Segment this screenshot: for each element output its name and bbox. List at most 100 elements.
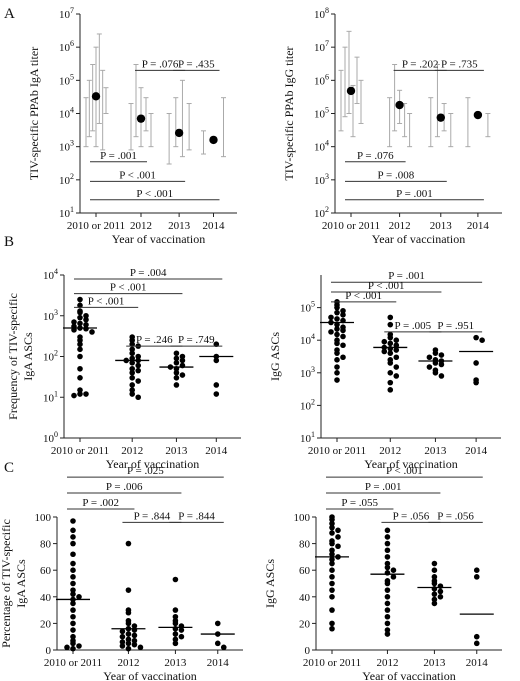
data-point (70, 527, 76, 534)
comparison-p-value: P = .005 (395, 320, 432, 332)
geo-mean-point (91, 92, 101, 101)
data-point (70, 591, 76, 597)
data-point (70, 613, 76, 620)
y-tick-base: 10 (314, 42, 326, 54)
comparison-p-value: P = .202 (402, 58, 439, 70)
y-tick-label: 102 (300, 397, 315, 412)
data-point (125, 636, 132, 643)
data-point (329, 580, 335, 587)
y-tick-label: 101 (59, 205, 74, 220)
data-point (119, 643, 126, 649)
comparison-p-value: P = .006 (106, 481, 143, 493)
data-point (329, 547, 335, 554)
data-point (172, 613, 179, 620)
y-tick-exponent: 4 (54, 267, 58, 276)
y-tick-base: 10 (300, 400, 312, 412)
geo-mean-point (209, 135, 218, 145)
y-tick-base: 10 (59, 175, 71, 187)
data-point (381, 348, 388, 355)
data-point (129, 365, 135, 372)
y-tick-label: 0 (305, 645, 311, 657)
y-tick-exponent: 1 (311, 430, 315, 439)
data-point (432, 370, 439, 376)
panel-letter-a: A (4, 6, 15, 22)
data-point (387, 314, 394, 321)
y-tick-exponent: 5 (311, 300, 315, 309)
y-tick-base: 10 (43, 270, 55, 282)
x-axis-label: Year of vaccination (103, 669, 196, 681)
y-axis-label: IgG ASCs (268, 332, 282, 381)
comparison-p-value: P = .002 (82, 497, 119, 509)
data-point (437, 594, 444, 600)
data-point (329, 607, 335, 613)
data-point (479, 337, 485, 344)
data-point (335, 534, 341, 540)
y-tick-label: 104 (300, 332, 315, 347)
x-axis-label: Year of vaccination (362, 669, 455, 681)
data-point (77, 302, 83, 309)
y-tick-base: 10 (59, 208, 71, 220)
data-point (129, 387, 135, 393)
y-tick-base: 10 (300, 303, 312, 315)
y-tick-base: 10 (314, 208, 326, 220)
x-axis-label: Year of vaccination (106, 457, 199, 471)
y-axis-label: Frequency of TIV-specific (6, 293, 20, 420)
data-point (387, 360, 394, 366)
data-point (77, 337, 83, 344)
data-point (70, 518, 76, 524)
y-tick-label: 102 (43, 349, 58, 364)
y-tick-base: 10 (43, 392, 55, 404)
comparison-p-value: P = .749 (178, 334, 215, 346)
x-tick-label: 2010 or 2011 (44, 657, 102, 669)
y-tick-exponent: 1 (54, 389, 58, 398)
x-tick-label: 2012 (389, 220, 411, 232)
data-point (390, 574, 397, 580)
data-point (77, 296, 83, 303)
data-point (473, 633, 480, 640)
data-point (173, 382, 180, 388)
y-tick-label: 80 (299, 539, 311, 551)
data-point (431, 567, 438, 573)
data-point (473, 360, 479, 366)
x-tick-label: 2013 (168, 220, 191, 232)
y-tick-base: 10 (59, 109, 71, 121)
y-tick-base: 10 (43, 311, 55, 323)
x-tick-label: 2010 or 2011 (51, 445, 109, 457)
data-point (214, 640, 221, 647)
data-point (129, 360, 135, 366)
data-point (329, 620, 335, 627)
x-tick-label: 2010 or 2011 (308, 445, 366, 457)
y-tick-label: 103 (43, 308, 58, 323)
data-point (77, 353, 83, 360)
y-tick-label: 103 (59, 139, 74, 154)
chart-5: 0 20 40 60 80 100 2010 or 2011 2012 2013 2014 Year… (0, 465, 243, 681)
data-point (393, 337, 400, 344)
data-point (135, 367, 141, 374)
data-point (384, 607, 391, 613)
y-tick-base: 10 (43, 352, 55, 364)
x-tick-label: 2014 (465, 445, 488, 457)
data-point (70, 567, 76, 573)
x-axis-label: Year of vaccination (372, 232, 465, 246)
data-point (129, 369, 135, 376)
y-tick-base: 10 (314, 9, 326, 21)
y-tick-label: 105 (59, 72, 74, 87)
data-point (426, 354, 433, 361)
y-tick-label: 103 (314, 172, 329, 187)
data-point (173, 350, 180, 357)
data-point (83, 312, 89, 319)
y-tick-label: 103 (300, 365, 315, 380)
y-axis-label: TIV-specific PPAb IgG titer (282, 46, 296, 180)
data-point (329, 556, 335, 563)
data-point (70, 600, 76, 607)
data-point (329, 587, 335, 593)
geo-mean-point (136, 114, 146, 123)
panel-letter-c: C (4, 460, 14, 476)
y-tick-exponent: 3 (325, 172, 329, 181)
data-point (89, 329, 95, 335)
data-point (129, 375, 135, 381)
data-point (390, 567, 397, 573)
data-point (334, 316, 340, 322)
